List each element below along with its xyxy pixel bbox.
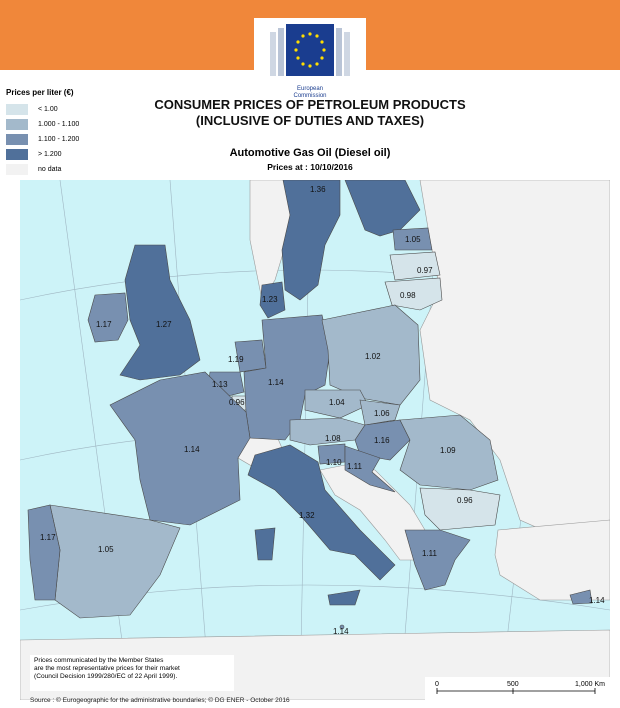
note-line-2: are the most representative prices for t…	[34, 665, 180, 672]
bulgaria	[419, 487, 501, 531]
ireland	[87, 292, 129, 343]
value-germany: 1.14	[268, 378, 284, 387]
value-netherlands: 1.19	[228, 355, 244, 364]
legend-swatch	[6, 164, 28, 175]
note-line-1: Prices communicated by the Member States	[34, 657, 164, 664]
ec-building-icon	[270, 24, 350, 76]
legend-label: < 1.00	[38, 106, 58, 113]
legend-item: > 1.200	[6, 147, 116, 162]
sweden	[281, 180, 341, 301]
europe-map: 1.36 1.05 0.97 0.98 1.23 1.17 1.27 1.19 …	[20, 180, 610, 700]
value-france: 1.14	[184, 445, 200, 454]
legend-swatch	[6, 104, 28, 115]
logo-text-commission: Commission	[293, 93, 327, 99]
lithuania	[384, 277, 443, 311]
legend-label: no data	[38, 166, 62, 173]
legend-item: 1.100 - 1.200	[6, 132, 116, 147]
legend-swatch	[6, 134, 28, 145]
scale-bar: 0 500 1,000 Km	[425, 677, 615, 703]
title-line-2: (INCLUSIVE OF DUTIES AND TAXES)	[195, 113, 425, 128]
value-poland: 1.02	[365, 352, 381, 361]
latvia	[389, 251, 441, 281]
value-lithuania: 0.98	[400, 291, 416, 300]
italy	[247, 444, 396, 581]
country-values: 1.36 1.05 0.97 0.98 1.23 1.17 1.27 1.19 …	[40, 185, 605, 636]
value-belgium: 1.13	[212, 380, 228, 389]
date-label: Prices at : 10/10/2016	[267, 162, 353, 172]
france	[109, 371, 251, 526]
sicily	[327, 589, 361, 606]
value-estonia: 1.05	[405, 235, 421, 244]
legend-item: 1.000 - 1.100	[6, 117, 116, 132]
value-uk: 1.27	[156, 320, 172, 329]
value-bulgaria: 0.96	[457, 496, 473, 505]
legend-swatch	[6, 119, 28, 130]
value-portugal: 1.17	[40, 533, 56, 542]
scale-tick-1000: 1,000 Km	[575, 681, 605, 688]
value-romania: 1.09	[440, 446, 456, 455]
czechia	[304, 389, 369, 419]
map-subtitle: Automotive Gas Oil (Diesel oil)	[229, 147, 391, 159]
value-latvia: 0.97	[417, 266, 433, 275]
note-line-3: (Council Decision 1999/280/EC of 22 Apri…	[34, 673, 178, 680]
value-slovakia: 1.06	[374, 409, 390, 418]
value-slovenia: 1.10	[326, 458, 342, 467]
cyprus	[569, 589, 593, 605]
malta	[339, 624, 345, 630]
denmark	[259, 281, 286, 319]
value-luxembourg: 0.96	[229, 398, 245, 407]
value-denmark: 1.23	[262, 295, 278, 304]
ec-logo: European Commission	[254, 18, 366, 99]
scale-tick-500: 500	[507, 681, 519, 688]
value-finland: 1.36	[310, 185, 326, 194]
sardinia	[254, 527, 276, 561]
turkey	[494, 519, 610, 601]
footnote-box: Prices communicated by the Member States…	[30, 655, 234, 691]
value-spain: 1.05	[98, 545, 114, 554]
legend-label: > 1.200	[38, 151, 62, 158]
value-hungary: 1.16	[374, 436, 390, 445]
value-greece: 1.11	[422, 549, 438, 558]
legend-item: < 1.00	[6, 102, 116, 117]
title-line-1: CONSUMER PRICES OF PETROLEUM PRODUCTS	[154, 97, 466, 112]
croatia	[344, 445, 396, 493]
source-credit: Source : © Eurogeographic for the admini…	[30, 697, 290, 704]
value-croatia: 1.11	[347, 462, 363, 471]
value-austria: 1.08	[325, 434, 341, 443]
value-malta: 1.14	[333, 627, 349, 636]
legend-title: Prices per liter (€)	[6, 88, 74, 97]
legend-swatch	[6, 149, 28, 160]
eu-countries	[27, 180, 593, 630]
value-italy: 1.32	[299, 511, 315, 520]
united-kingdom	[119, 244, 201, 381]
legend-item: no data	[6, 162, 116, 177]
legend-label: 1.000 - 1.100	[38, 121, 80, 128]
slovakia	[359, 399, 401, 426]
value-czechia: 1.04	[329, 398, 345, 407]
value-ireland: 1.17	[96, 320, 112, 329]
eu-stars-icon	[294, 32, 326, 68]
greece	[404, 529, 471, 591]
portugal	[27, 504, 61, 601]
legend-label: 1.100 - 1.200	[38, 136, 80, 143]
logo-text-european: European	[296, 86, 324, 92]
page-title: CONSUMER PRICES OF PETROLEUM PRODUCTS (I…	[110, 97, 510, 129]
scale-bar-graphic: 0 500 1,000 Km	[435, 681, 605, 694]
legend: Prices per liter (€) < 1.00 1.000 - 1.10…	[6, 88, 116, 177]
estonia	[392, 227, 433, 251]
scale-tick-0: 0	[435, 681, 439, 688]
value-cyprus: 1.14	[589, 596, 605, 605]
